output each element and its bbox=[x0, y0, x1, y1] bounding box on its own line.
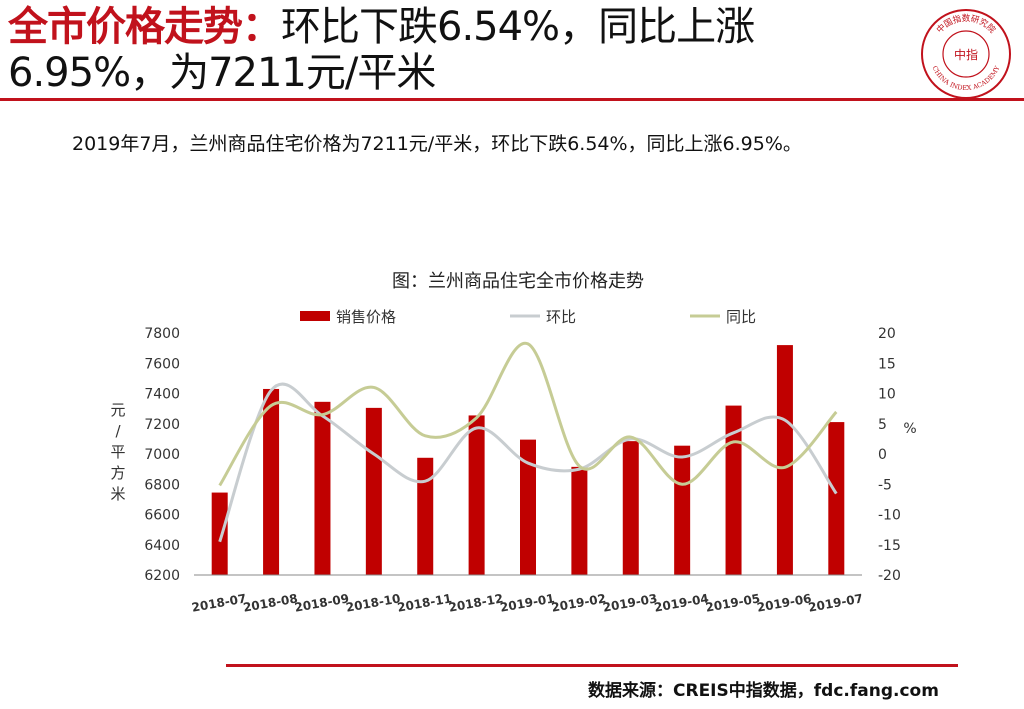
china-index-academy-logo: 中国指数研究院 CHINA INDEX ACADEMY 中指 bbox=[921, 9, 1011, 99]
legend-label: 同比 bbox=[726, 308, 756, 326]
y2-tick-label: 0 bbox=[878, 447, 887, 463]
logo-bottom-text: CHINA INDEX ACADEMY bbox=[931, 64, 1002, 92]
y2-tick-label: 20 bbox=[878, 326, 896, 342]
headline: 全市价格走势：环比下跌6.54%，同比上涨6.95%，为7211元/平米 bbox=[8, 4, 888, 96]
y2-tick-label: -20 bbox=[878, 568, 901, 584]
bar-2019-06 bbox=[776, 345, 793, 575]
plot-area: 6200 6400 6600 6800 7000 7200 7400 7600 7800 -20 -… bbox=[110, 326, 916, 615]
x-tick-label: 2019-05 bbox=[705, 591, 762, 614]
y2-tick-label: -5 bbox=[878, 477, 892, 493]
y-tick-label: 6400 bbox=[144, 538, 180, 554]
x-tick-label: 2019-06 bbox=[756, 591, 813, 614]
bottom-divider bbox=[226, 664, 958, 667]
x-tick-label: 2019-07 bbox=[807, 591, 864, 614]
chart-title: 图：兰州商品住宅全市价格走势 bbox=[392, 271, 644, 292]
headline-highlight: 全市价格走势： bbox=[8, 4, 282, 50]
y-tick-label: 7600 bbox=[144, 356, 180, 372]
bar-2018-11 bbox=[417, 457, 434, 575]
y2-tick-label: -15 bbox=[878, 538, 901, 554]
x-tick-label: 2019-01 bbox=[499, 591, 556, 614]
y-axis-label: 元/平方米 bbox=[110, 401, 125, 503]
bar-2018-08 bbox=[263, 388, 280, 575]
x-tick-label: 2019-04 bbox=[653, 591, 710, 614]
top-divider bbox=[0, 98, 1024, 101]
price-trend-chart: 图：兰州商品住宅全市价格走势 销售价格 环比 同比 6200 6400 6600 6800… bbox=[110, 271, 916, 615]
y-tick-label: 7800 bbox=[144, 326, 180, 342]
svg-text:CHINA INDEX ACADEMY: CHINA INDEX ACADEMY bbox=[931, 64, 1002, 92]
bar-2018-12 bbox=[468, 415, 485, 575]
bar-2019-05 bbox=[725, 405, 742, 575]
x-tick-label: 2018-12 bbox=[448, 591, 505, 614]
y-tick-label: 7200 bbox=[144, 417, 180, 433]
x-tick-label: 2018-09 bbox=[293, 591, 350, 614]
x-tick-label: 2018-07 bbox=[191, 591, 248, 614]
y-tick-label: 6600 bbox=[144, 508, 180, 524]
y2-tick-label: 15 bbox=[878, 356, 896, 372]
logo-center-text: 中指 bbox=[954, 47, 978, 62]
y2-tick-label: 10 bbox=[878, 387, 896, 403]
legend-swatch-bar bbox=[300, 311, 330, 321]
x-tick-label: 2019-02 bbox=[550, 591, 607, 614]
x-tick-label: 2018-10 bbox=[345, 591, 402, 614]
y-tick-label: 7000 bbox=[144, 447, 180, 463]
legend-item-3: 同比 bbox=[690, 308, 756, 326]
legend-item-2: 环比 bbox=[510, 308, 576, 326]
line-mom bbox=[218, 382, 838, 543]
bar-2019-02 bbox=[571, 466, 588, 575]
bar-2018-10 bbox=[365, 407, 382, 575]
y2-axis-label: % bbox=[903, 421, 916, 437]
y2-tick-label: -10 bbox=[878, 508, 901, 524]
summary-text: 2019年7月，兰州商品住宅价格为7211元/平米，环比下跌6.54%，同比上涨… bbox=[72, 133, 802, 155]
chart-legend: 销售价格 环比 同比 bbox=[300, 308, 756, 326]
bar-2018-09 bbox=[314, 401, 331, 575]
y2-tick-label: 5 bbox=[878, 417, 887, 433]
legend-label: 销售价格 bbox=[336, 308, 396, 326]
data-source: 数据来源：CREIS中指数据，fdc.fang.com bbox=[588, 681, 939, 701]
y-tick-label: 6200 bbox=[144, 568, 180, 584]
y-tick-label: 6800 bbox=[144, 477, 180, 493]
x-tick-label: 2019-03 bbox=[602, 591, 659, 614]
x-tick-label: 2018-08 bbox=[242, 591, 299, 614]
legend-label: 环比 bbox=[546, 308, 576, 326]
headline-rest: 环比下跌6.54%，同比上涨6.95%，为7211元/平米 bbox=[8, 4, 755, 96]
bar-2019-04 bbox=[674, 445, 691, 575]
bar-2019-03 bbox=[622, 441, 639, 575]
bar-2018-07 bbox=[211, 492, 228, 575]
bar-2019-07 bbox=[828, 422, 845, 575]
x-tick-label: 2018-11 bbox=[396, 591, 453, 614]
bar-2019-01 bbox=[520, 439, 536, 575]
y-tick-label: 7400 bbox=[144, 387, 180, 403]
legend-item-1: 销售价格 bbox=[300, 308, 396, 326]
